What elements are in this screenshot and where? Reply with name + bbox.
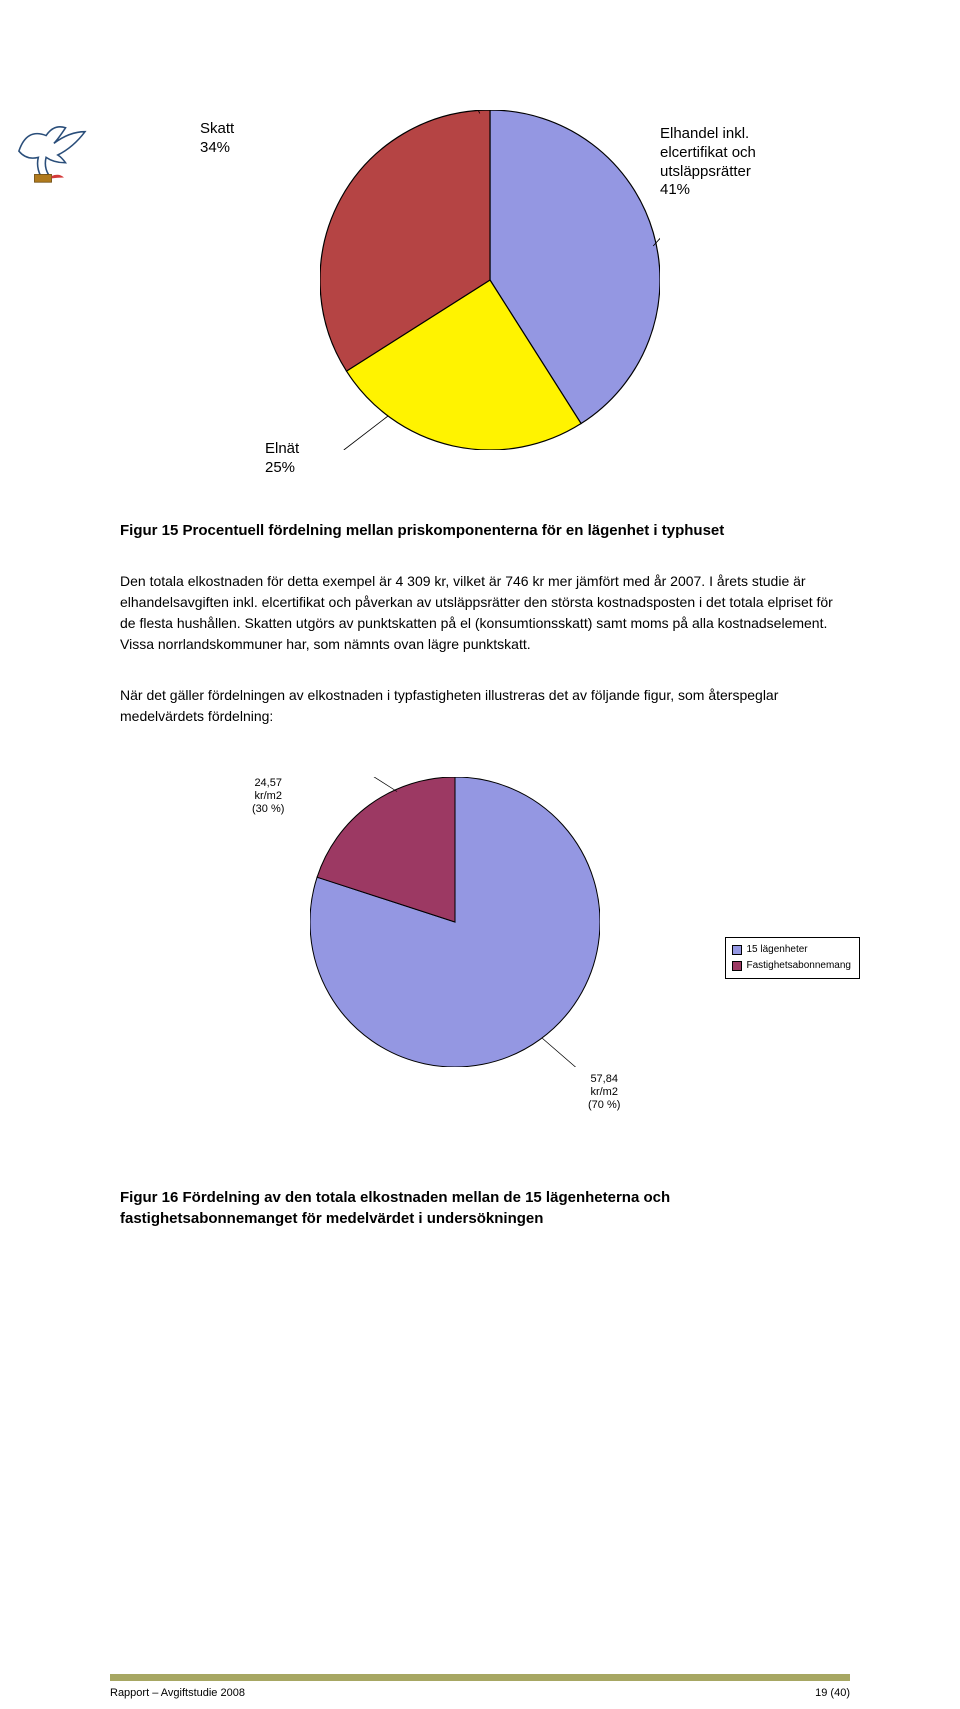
- pie1-label-skatt: Skatt34%: [200, 120, 234, 158]
- legend-label-2: Fastighetsabonnemang: [746, 958, 851, 974]
- paragraph-2: När det gäller fördelningen av elkostnad…: [120, 685, 840, 727]
- legend-item-1: 15 lägenheter: [732, 942, 851, 958]
- pie-chart-1: Skatt34% Elhandel inkl.elcertifikat ochu…: [160, 110, 800, 510]
- figure-16-caption: Figur 16 Fördelning av den totala elkost…: [120, 1187, 840, 1229]
- logo: [10, 120, 90, 190]
- pie2-legend: 15 lägenheter Fastighetsabonnemang: [725, 937, 860, 979]
- figure-15-caption: Figur 15 Procentuell fördelning mellan p…: [120, 520, 840, 541]
- legend-swatch-icon: [732, 945, 742, 955]
- pie-chart-1-svg: [320, 110, 660, 450]
- legend-label-1: 15 lägenheter: [746, 942, 807, 958]
- pie2-label-30: 24,57kr/m2(30 %): [252, 777, 284, 817]
- pie1-label-elnat: Elnät25%: [265, 440, 299, 478]
- footer-bar: [110, 1674, 850, 1681]
- footer-right: 19 (40): [815, 1687, 850, 1699]
- footer: Rapport – Avgiftstudie 2008 19 (40): [110, 1674, 850, 1699]
- pie2-label-70: 57,84kr/m2(70 %): [588, 1073, 620, 1113]
- pie-chart-2-svg: [310, 777, 600, 1067]
- legend-item-2: Fastighetsabonnemang: [732, 958, 851, 974]
- pie-chart-2: 24,57kr/m2(30 %) 57,84kr/m2(70 %) 15 läg…: [160, 767, 800, 1137]
- page: Skatt34% Elhandel inkl.elcertifikat ochu…: [0, 110, 960, 1709]
- pie1-label-elhandel: Elhandel inkl.elcertifikat ochutsläppsrä…: [660, 125, 756, 200]
- paragraph-1: Den totala elkostnaden för detta exempel…: [120, 571, 840, 655]
- bird-logo-icon: [10, 120, 90, 190]
- footer-left: Rapport – Avgiftstudie 2008: [110, 1687, 245, 1699]
- legend-swatch-icon: [732, 961, 742, 971]
